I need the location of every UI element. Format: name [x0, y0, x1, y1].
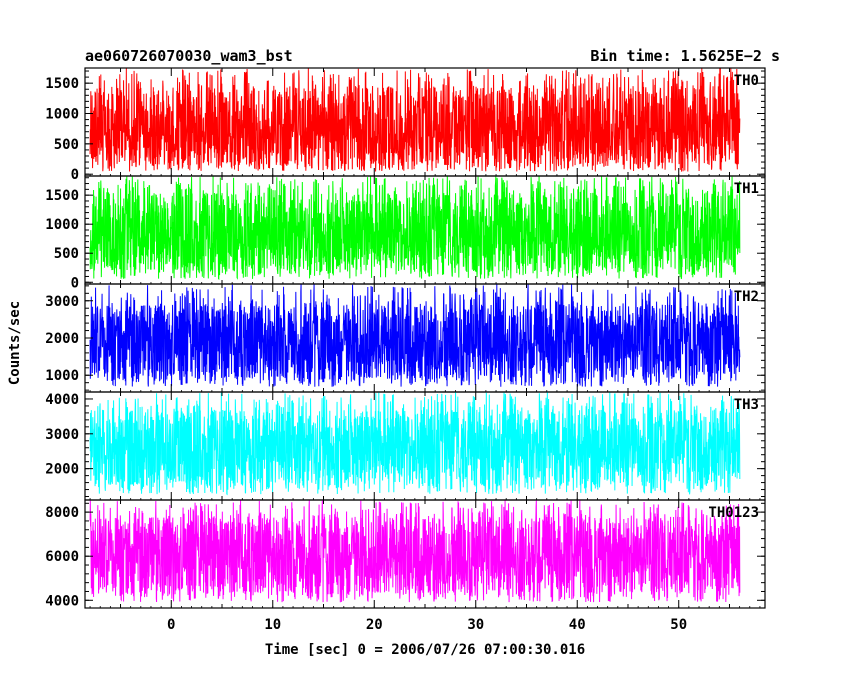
y-tick-label: 1000 — [45, 368, 79, 384]
y-tick-label: 1500 — [45, 76, 79, 92]
panel-name-label: TH0 — [734, 73, 759, 89]
panel-th0: 0 500 1000 1500 TH0 — [45, 67, 766, 183]
x-tick-label: 50 — [670, 617, 687, 633]
series-th1 — [89, 176, 741, 281]
y-tick-label: 2000 — [45, 462, 79, 478]
series-th2 — [89, 284, 741, 387]
panel-th3: 2000 3000 4000 TH3 — [45, 391, 766, 501]
panel-th1: 0 500 1000 1500 TH1 — [45, 175, 766, 291]
panel-th0123: 4000 6000 8000 TH0123 — [45, 499, 766, 609]
y-tick-label: 4000 — [45, 593, 79, 609]
x-tick-label: 20 — [366, 617, 383, 633]
bin-time-label: Bin time: 1.5625E−2 s — [590, 47, 780, 65]
y-tick-label: 2000 — [45, 331, 79, 347]
y-axis-label: Counts/sec — [7, 301, 23, 385]
panel-name-label: TH0123 — [708, 505, 759, 521]
y-tick-label: 0 — [71, 275, 79, 291]
y-tick-label: 4000 — [45, 392, 79, 408]
y-tick-label: 500 — [54, 246, 79, 262]
y-tick-label: 3000 — [45, 294, 79, 310]
series-th3 — [89, 392, 741, 496]
y-tick-label: 1000 — [45, 217, 79, 233]
x-tick-label: 40 — [569, 617, 586, 633]
y-tick-label: 6000 — [45, 549, 79, 565]
series-th0123 — [89, 500, 741, 603]
panel-name-label: TH1 — [734, 181, 759, 197]
panel-name-label: TH3 — [734, 397, 759, 413]
y-tick-label: 500 — [54, 137, 79, 153]
series-th0 — [89, 68, 741, 172]
y-tick-label: 0 — [71, 167, 79, 183]
chart-title: ae060726070030_wam3_bst — [85, 47, 293, 65]
x-tick-label: 10 — [264, 617, 281, 633]
y-tick-label: 1500 — [45, 188, 79, 204]
x-tick-label: 30 — [467, 617, 484, 633]
y-tick-label: 8000 — [45, 505, 79, 521]
panel-name-label: TH2 — [734, 289, 759, 305]
panel-th2: 1000 2000 3000 TH2 — [45, 283, 766, 393]
x-axis-label: Time [sec] 0 = 2006/07/26 07:00:30.016 — [265, 642, 585, 658]
y-tick-label: 3000 — [45, 427, 79, 443]
y-tick-label: 1000 — [45, 107, 79, 123]
x-tick-label: 0 — [167, 617, 175, 633]
